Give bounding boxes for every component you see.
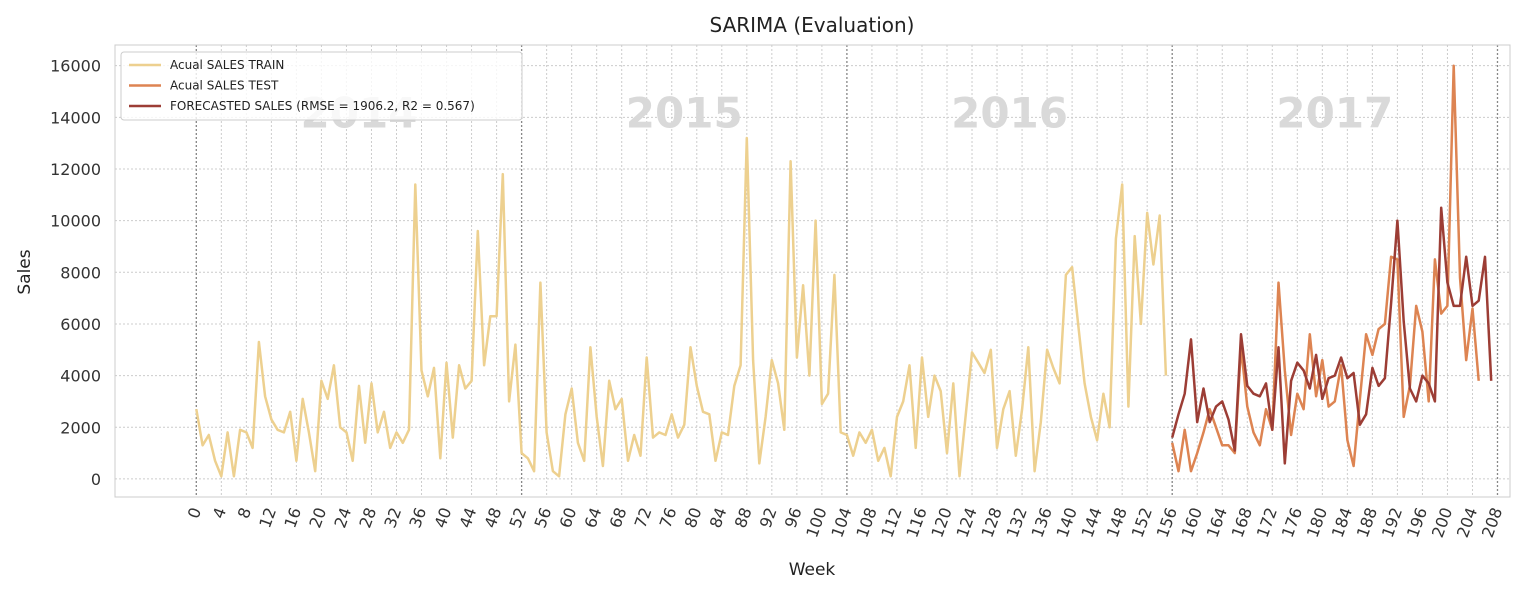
- y-tick-label: 10000: [50, 212, 101, 231]
- x-tick-label: 196: [1403, 505, 1431, 540]
- series-line-1: [195, 136, 1168, 478]
- x-tick-label: 88: [731, 505, 756, 531]
- x-tick-label: 40: [430, 505, 455, 531]
- x-tick-label: 60: [556, 505, 581, 531]
- year-label: 2016: [951, 89, 1068, 138]
- year-label: 2015: [626, 89, 743, 138]
- x-tick-label: 0: [184, 505, 205, 521]
- x-tick-label: 176: [1278, 505, 1306, 540]
- x-tick-label: 16: [280, 505, 305, 531]
- x-tick-label: 48: [481, 505, 506, 531]
- x-tick-label: 128: [977, 505, 1005, 540]
- x-tick-label: 172: [1253, 505, 1281, 540]
- x-tick-label: 32: [380, 505, 405, 531]
- x-tick-label: 180: [1303, 505, 1331, 540]
- x-tick-label: 72: [631, 505, 656, 531]
- y-tick-label: 0: [91, 470, 101, 489]
- x-tick-label: 188: [1353, 505, 1381, 540]
- y-tick-label: 6000: [60, 315, 101, 334]
- x-tick-label: 140: [1053, 505, 1081, 540]
- x-tick-label: 200: [1428, 505, 1456, 540]
- x-tick-label: 76: [656, 505, 681, 531]
- x-tick-label: 12: [255, 505, 280, 531]
- x-tick-label: 184: [1328, 505, 1356, 540]
- y-axis-label: Sales: [15, 249, 35, 294]
- grid: [115, 45, 1510, 497]
- x-tick-label: 152: [1128, 505, 1156, 540]
- x-tick-label: 124: [952, 505, 980, 540]
- x-tick-label: 4: [209, 505, 230, 521]
- chart-title: SARIMA (Evaluation): [710, 13, 915, 37]
- x-tick-label: 116: [902, 505, 930, 540]
- x-tick-label: 108: [852, 505, 880, 540]
- x-tick-label: 68: [606, 505, 631, 531]
- x-tick-label: 156: [1153, 505, 1181, 540]
- x-tick-label: 104: [827, 505, 855, 540]
- x-tick-label: 96: [781, 505, 806, 531]
- x-tick-label: 120: [927, 505, 955, 540]
- x-tick-label: 144: [1078, 505, 1106, 540]
- year-dividers: [195, 45, 1499, 497]
- x-tick-label: 24: [330, 505, 355, 531]
- legend: Acual SALES TRAIN Acual SALES TEST FORECAS…: [120, 51, 523, 121]
- x-tick-label: 132: [1003, 505, 1031, 540]
- x-tick-label: 100: [802, 505, 830, 540]
- legend-label: Acual SALES TRAIN: [170, 58, 284, 72]
- series-line-2: [1170, 64, 1480, 473]
- legend-box: [120, 51, 523, 121]
- x-tick-label: 80: [681, 505, 706, 531]
- x-tick-label: 208: [1478, 505, 1506, 540]
- x-tick-label: 92: [756, 505, 781, 531]
- y-tick-label: 8000: [60, 263, 101, 282]
- x-tick-label: 204: [1453, 505, 1481, 540]
- y-tick-label: 14000: [50, 108, 101, 127]
- y-tick-labels: 0 2000 4000 6000 8000 10000 12000 14000 16000: [50, 57, 101, 489]
- x-tick-labels: 0 4 8 12 16 20 24 28 32 36 40 44 48 52 56 60 64 68 72 76 80 8…: [184, 505, 1507, 540]
- x-tick-label: 8: [234, 505, 255, 521]
- x-tick-label: 44: [456, 505, 481, 531]
- x-tick-label: 64: [581, 505, 606, 531]
- year-label: 2017: [1276, 89, 1393, 138]
- x-tick-label: 192: [1378, 505, 1406, 540]
- x-tick-label: 52: [506, 505, 531, 531]
- y-tick-label: 2000: [60, 418, 101, 437]
- legend-label: Acual SALES TEST: [170, 79, 279, 93]
- x-axis-label: Week: [789, 560, 836, 580]
- x-tick-label: 28: [355, 505, 380, 531]
- x-tick-label: 20: [305, 505, 330, 531]
- x-tick-label: 136: [1028, 505, 1056, 540]
- x-tick-label: 84: [706, 505, 731, 531]
- x-tick-label: 56: [531, 505, 556, 531]
- y-tick-label: 4000: [60, 367, 101, 386]
- x-tick-label: 148: [1103, 505, 1131, 540]
- plot-frame: [114, 44, 1511, 498]
- x-tick-label: 168: [1228, 505, 1256, 540]
- series-lines: [195, 64, 1493, 478]
- legend-label: FORECASTED SALES (RMSE = 1906.2, R2 = 0.…: [170, 99, 475, 113]
- series-line-3: [1170, 206, 1493, 465]
- x-tick-label: 164: [1203, 505, 1231, 540]
- x-tick-label: 160: [1178, 505, 1206, 540]
- x-tick-label: 36: [405, 505, 430, 531]
- y-tick-label: 16000: [50, 57, 101, 76]
- y-tick-label: 12000: [50, 160, 101, 179]
- x-tick-label: 112: [877, 505, 905, 540]
